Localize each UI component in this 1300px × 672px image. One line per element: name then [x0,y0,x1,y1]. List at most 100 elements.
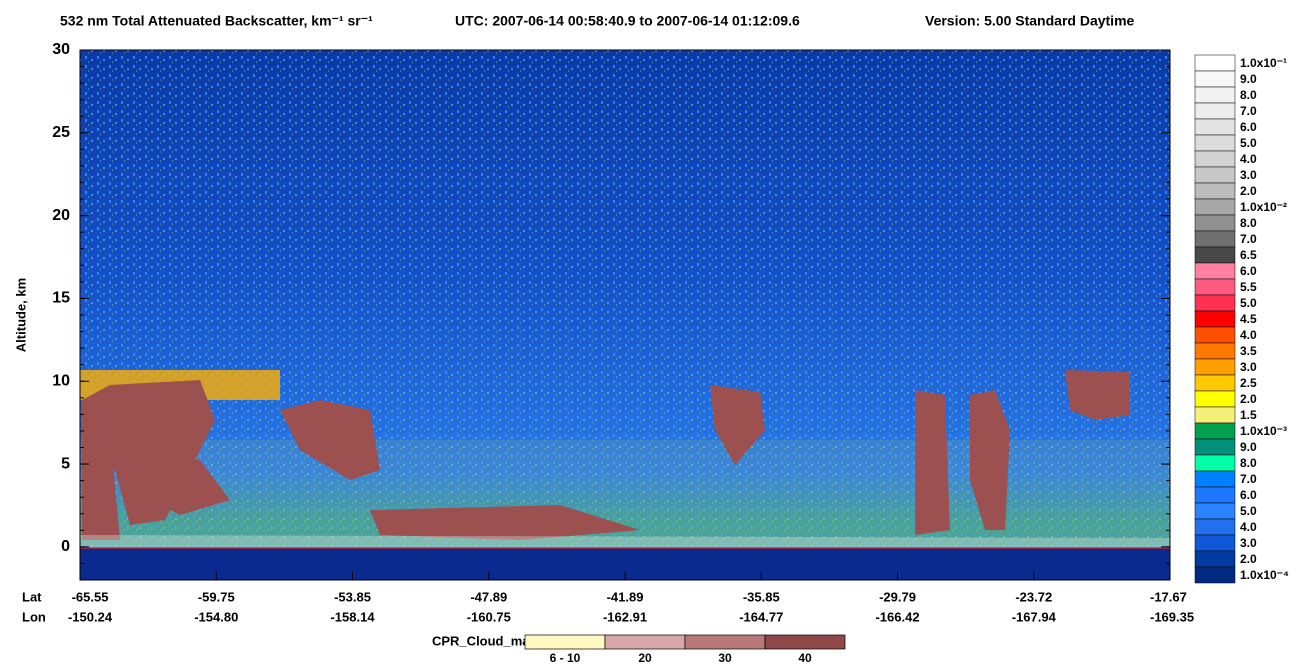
colorbar-box [1194,294,1236,312]
lon-label: -154.80 [194,609,238,624]
colorbar-label: 2.5 [1240,376,1257,390]
colorbar-box [1194,502,1236,520]
colorbar-box [1194,518,1236,536]
colorbar-label: 7.0 [1240,104,1257,118]
lon-label: -162.91 [603,609,647,624]
colorbar-box [1194,374,1236,392]
colorbar-label: 3.0 [1240,360,1257,374]
colorbar-label: 3.0 [1240,168,1257,182]
colorbar-box [1194,166,1236,184]
colorbar-label: 8.0 [1240,216,1257,230]
colorbar-box [1194,390,1236,408]
y-tick-label: 15 [52,290,70,307]
colorbar-label: 1.0x10⁻¹ [1240,56,1287,70]
lon-label: -164.77 [739,609,783,624]
colorbar-box [1194,182,1236,200]
colorbar-label: 5.0 [1240,296,1257,310]
cpr-legend-box [524,634,606,650]
y-tick-label: 5 [61,455,70,472]
lat-label: -35.85 [743,589,780,604]
colorbar-label: 6.0 [1240,264,1257,278]
colorbar-box [1194,342,1236,360]
y-tick-label: 30 [52,41,70,58]
cpr-legend-label: 30 [718,651,732,665]
colorbar-box [1194,198,1236,216]
colorbar-box [1194,230,1236,248]
colorbar-box [1194,438,1236,456]
colorbar-box [1194,134,1236,152]
lon-label: -150.24 [68,609,113,624]
y-tick-label: 20 [52,207,70,224]
lat-label: -23.72 [1015,589,1052,604]
cpr-legend-label: 40 [798,651,812,665]
cpr-legend-label: 6 - 10 [550,651,581,665]
colorbar-label: 4.0 [1240,152,1257,166]
lon-header: Lon [22,609,46,624]
time-range: UTC: 2007-06-14 00:58:40.9 to 2007-06-14… [455,13,800,29]
colorbar-box [1194,534,1236,552]
lat-header: Lat [22,589,42,604]
colorbar-label: 1.0x10⁻² [1240,200,1287,214]
lon-label: -158.14 [330,609,375,624]
y-tick-label: 25 [52,124,70,141]
colorbar-box [1194,566,1236,584]
colorbar-label: 4.5 [1240,312,1257,326]
lat-label: -29.79 [879,589,916,604]
curtain-image [80,50,1170,580]
colorbar-label: 6.0 [1240,120,1257,134]
colorbar-label: 9.0 [1240,440,1257,454]
y-tick-label: 10 [52,372,70,389]
colorbar-label: 6.5 [1240,248,1257,262]
colorbar-box [1194,86,1236,104]
cpr-legend-box [764,634,846,650]
colorbar-label: 2.0 [1240,552,1257,566]
version: Version: 5.00 Standard Daytime [925,13,1135,29]
lat-label: -59.75 [198,589,235,604]
colorbar-label: 4.0 [1240,328,1257,342]
colorbar-box [1194,326,1236,344]
colorbar-label: 7.0 [1240,472,1257,486]
colorbar-box [1194,406,1236,424]
lon-label: -169.35 [1150,609,1194,624]
lat-label: -41.89 [607,589,644,604]
colorbar-box [1194,470,1236,488]
colorbar-box [1194,278,1236,296]
colorbar-label: 9.0 [1240,72,1257,86]
colorbar-label: 1.0x10⁻³ [1240,424,1287,438]
colorbar-box [1194,118,1236,136]
cpr-legend-box [604,634,686,650]
colorbar-label: 1.5 [1240,408,1257,422]
cpr-legend-label: 20 [638,651,652,665]
colorbar-box [1194,246,1236,264]
colorbar-box [1194,70,1236,88]
cpr-legend-title: CPR_Cloud_mask [432,633,545,648]
cpr-legend-box [684,634,766,650]
lat-label: -47.89 [470,589,507,604]
lon-label: -166.42 [875,609,919,624]
colorbar-box [1194,102,1236,120]
colorbar-label: 3.5 [1240,344,1257,358]
colorbar-box [1194,358,1236,376]
colorbar-box [1194,550,1236,568]
colorbar-label: 1.0x10⁻⁴ [1240,568,1289,582]
colorbar-box [1194,310,1236,328]
colorbar-box [1194,262,1236,280]
colorbar-label: 4.0 [1240,520,1257,534]
colorbar-box [1194,214,1236,232]
lon-label: -167.94 [1012,609,1057,624]
colorbar-label: 5.0 [1240,504,1257,518]
colorbar-label: 5.0 [1240,136,1257,150]
colorbar-label: 5.5 [1240,280,1257,294]
colorbar-box [1194,54,1236,72]
colorbar-box [1194,150,1236,168]
chart-title: 532 nm Total Attenuated Backscatter, km⁻… [60,13,373,29]
colorbar-box [1194,454,1236,472]
lat-label: -65.55 [72,589,109,604]
colorbar-label: 7.0 [1240,232,1257,246]
colorbar-label: 3.0 [1240,536,1257,550]
colorbar-label: 2.0 [1240,392,1257,406]
colorbar-label: 8.0 [1240,88,1257,102]
y-axis-label: Altitude, km [13,278,28,352]
